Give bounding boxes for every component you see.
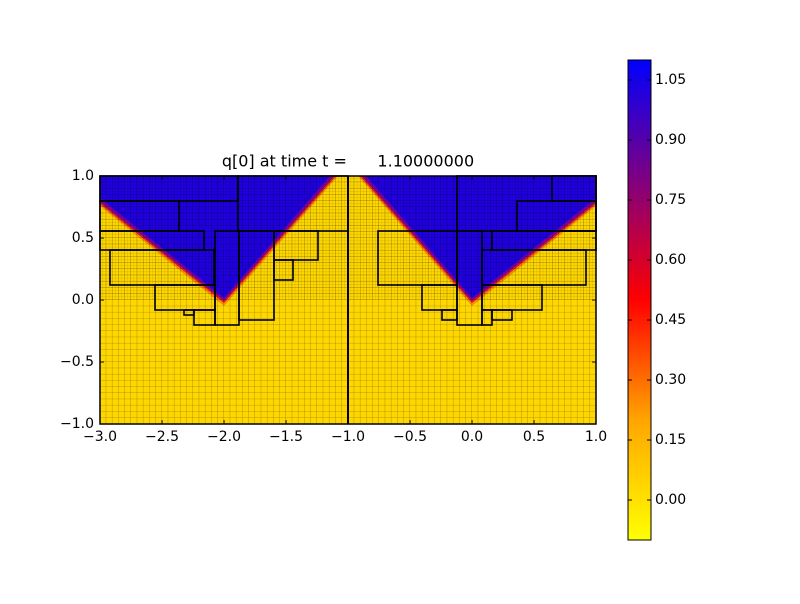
x-tick-label: −3.0 bbox=[83, 429, 117, 445]
x-tick-label: 1.0 bbox=[585, 429, 607, 445]
x-tick-label: 0.0 bbox=[461, 429, 483, 445]
colorbar-tick-label: 0.00 bbox=[655, 492, 686, 508]
colorbar-tick-label: 0.30 bbox=[655, 372, 686, 388]
x-tick-label: −1.5 bbox=[269, 429, 303, 445]
x-tick-label: 0.5 bbox=[523, 429, 545, 445]
colorbar-tick-label: 0.60 bbox=[655, 252, 686, 268]
y-tick-label: 1.0 bbox=[72, 168, 94, 184]
x-tick-label: −1.0 bbox=[331, 429, 365, 445]
y-tick-label: −1.0 bbox=[60, 416, 94, 432]
colorbar-tick-label: 0.15 bbox=[655, 432, 686, 448]
colorbar-tick-label: 0.75 bbox=[655, 192, 686, 208]
x-tick-label: −0.5 bbox=[393, 429, 427, 445]
y-tick-label: 0.5 bbox=[72, 230, 94, 246]
x-tick-label: −2.5 bbox=[145, 429, 179, 445]
y-tick-label: −0.5 bbox=[60, 354, 94, 370]
colorbar-tick-label: 0.90 bbox=[655, 132, 686, 148]
colorbar bbox=[627, 59, 652, 541]
chart-title: q[0] at time t = 1.10000000 bbox=[222, 152, 474, 171]
x-tick-label: −2.0 bbox=[207, 429, 241, 445]
y-tick-label: 0.0 bbox=[72, 292, 94, 308]
colorbar-tick-label: 0.45 bbox=[655, 312, 686, 328]
colorbar-tick-label: 1.05 bbox=[655, 72, 686, 88]
